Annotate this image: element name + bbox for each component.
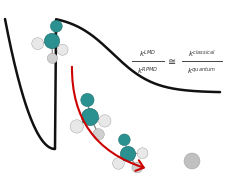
Circle shape [81,93,94,107]
Circle shape [50,20,62,32]
Circle shape [57,44,68,55]
Circle shape [47,53,57,64]
Text: $k^{RPMD}$: $k^{RPMD}$ [137,65,159,77]
Text: $k^{classical}$: $k^{classical}$ [188,48,216,60]
Circle shape [70,120,84,133]
Circle shape [81,108,99,125]
Circle shape [44,33,60,49]
Text: $\cong$: $\cong$ [166,56,178,66]
Circle shape [132,162,143,173]
Circle shape [93,129,104,140]
Circle shape [99,115,111,127]
FancyArrowPatch shape [72,67,144,171]
Circle shape [32,38,44,50]
Circle shape [118,134,130,146]
Circle shape [137,148,148,159]
Circle shape [120,146,136,162]
Circle shape [113,158,124,169]
Text: $k^{quantum}$: $k^{quantum}$ [188,66,217,77]
Text: $k^{LMD}$: $k^{LMD}$ [139,48,157,60]
Circle shape [184,153,200,169]
